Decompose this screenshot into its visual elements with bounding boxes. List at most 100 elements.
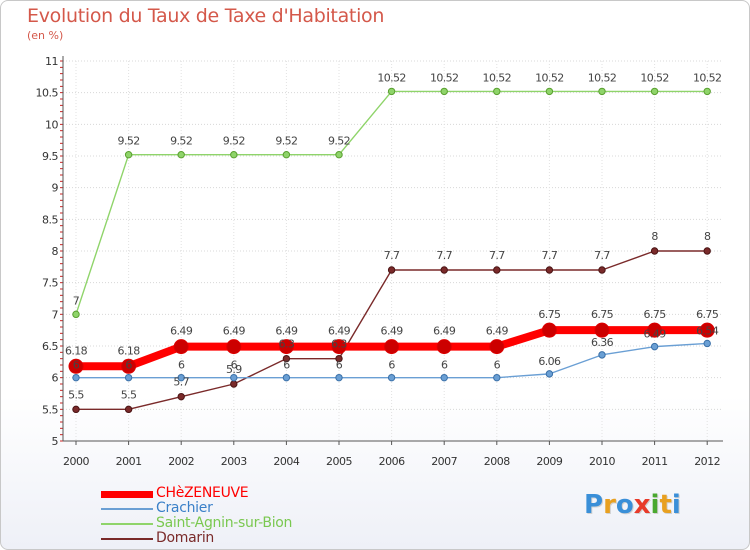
data-label: 6.36 [591, 336, 614, 349]
data-point [124, 151, 133, 159]
data-label: 8 [704, 230, 711, 243]
x-tick-label: 2005 [326, 455, 352, 468]
y-tick-label: 5 [52, 435, 59, 448]
data-label: 6 [494, 359, 501, 372]
y-tick-label: 9 [52, 182, 59, 195]
data-point [650, 342, 659, 351]
data-label: 10.52 [483, 71, 512, 84]
data-point [650, 87, 659, 96]
data-point [598, 266, 606, 274]
data-point [699, 322, 715, 338]
data-point [493, 373, 501, 382]
x-tick-label: 2000 [63, 455, 89, 468]
data-point [335, 373, 343, 382]
data-point [594, 322, 610, 338]
data-label: 6.49 [223, 325, 246, 338]
x-tick-label: 2007 [431, 455, 457, 468]
data-label: 5.9 [226, 363, 242, 376]
y-tick-label: 8.5 [42, 213, 58, 226]
y-tick-label: 6 [52, 372, 59, 385]
data-point [177, 373, 185, 382]
data-label: 6 [231, 359, 238, 372]
data-point [650, 247, 659, 255]
chart-subtitle: (en %) [27, 29, 64, 42]
data-point [440, 266, 448, 274]
x-tick-label: 2011 [642, 455, 668, 468]
data-point [703, 247, 711, 255]
data-label: 9.52 [118, 135, 140, 148]
chart-title: Evolution du Taux de Taxe d'Habitation [27, 5, 385, 27]
data-point [440, 373, 448, 382]
data-point [230, 380, 238, 388]
x-tick-label: 2001 [116, 455, 142, 468]
data-label: 6 [73, 359, 80, 372]
y-tick-label: 7 [52, 308, 59, 321]
data-label: 10.52 [588, 71, 617, 84]
data-label: 7 [73, 294, 80, 307]
data-point [387, 266, 396, 274]
data-label: 7.7 [542, 249, 558, 262]
data-label: 6.49 [328, 325, 351, 338]
data-label: 6 [336, 359, 343, 372]
data-point [440, 87, 448, 96]
data-label: 6.06 [538, 355, 561, 368]
y-tick-label: 11 [45, 55, 58, 68]
data-point [545, 370, 554, 378]
data-point [703, 87, 711, 96]
legend-label: CHèZENEUVE [156, 485, 249, 501]
data-point [541, 322, 557, 338]
x-tick-label: 2008 [484, 455, 510, 468]
data-label: 6.75 [696, 308, 719, 321]
data-label: 6 [388, 359, 395, 372]
data-point [703, 339, 711, 348]
data-label: 10.52 [430, 71, 459, 84]
data-label: 6.54 [696, 324, 719, 337]
data-label: 5.7 [173, 376, 189, 389]
data-label: 8 [651, 230, 658, 243]
logo-letter: r [603, 490, 616, 520]
legend-swatch [101, 490, 153, 498]
data-point [282, 373, 291, 382]
data-point [598, 351, 606, 359]
data-point [72, 405, 80, 414]
data-label: 10.52 [377, 71, 406, 84]
data-point [282, 151, 291, 159]
data-point [124, 373, 133, 382]
y-tick-label: 10.5 [36, 87, 59, 100]
legend-label: Domarin [156, 530, 214, 546]
data-point [545, 266, 554, 274]
data-label: 6.49 [275, 325, 298, 338]
data-point [278, 339, 294, 355]
data-point [436, 339, 452, 355]
data-point [647, 322, 663, 338]
x-tick-label: 2004 [273, 455, 299, 468]
data-label: 6.18 [65, 344, 88, 357]
data-point [331, 339, 347, 355]
data-point [489, 339, 505, 355]
data-label: 10.52 [693, 71, 722, 84]
data-label: 7.7 [489, 249, 505, 262]
logo-letter: x [633, 490, 651, 520]
y-tick-label: 7.5 [42, 277, 58, 290]
data-label: 6 [178, 359, 185, 372]
y-tick-label: 10 [45, 118, 58, 131]
y-tick-label: 6.5 [42, 340, 58, 353]
data-label: 7.7 [384, 249, 400, 262]
proxiti-logo: Proxiti [584, 490, 681, 520]
data-label: 9.52 [328, 135, 350, 148]
data-label: 6.3 [279, 338, 295, 351]
data-point [173, 339, 189, 355]
data-label: 10.52 [535, 71, 564, 84]
data-label: 6.75 [591, 308, 614, 321]
data-point [230, 373, 238, 382]
data-point [384, 339, 400, 355]
data-label: 6.49 [644, 328, 667, 341]
data-point [72, 310, 80, 319]
legend-swatch [101, 523, 153, 525]
x-tick-label: 2003 [221, 455, 247, 468]
data-label: 5.5 [121, 388, 137, 401]
data-point [282, 354, 291, 363]
data-point [177, 151, 185, 159]
logo-letter: i [671, 490, 681, 520]
